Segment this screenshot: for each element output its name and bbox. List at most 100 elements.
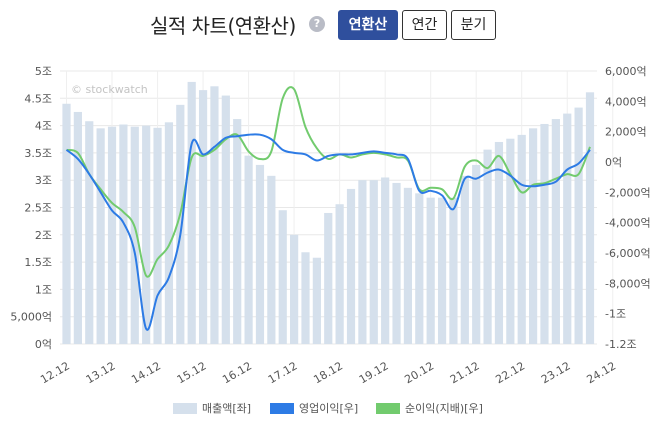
revenue-bar [233, 119, 242, 344]
x-axis-tick-label: 15.12 [175, 359, 209, 386]
right-axis-tick-label: 0억 [605, 156, 622, 169]
revenue-bar [278, 210, 287, 344]
revenue-bar [540, 123, 549, 344]
right-axis-tick-label: 4,000억 [605, 95, 647, 108]
right-axis-tick-label: -1.2조 [605, 338, 637, 351]
operating-income-line [65, 133, 591, 331]
revenue-bar [358, 180, 367, 344]
revenue-bar [255, 164, 265, 344]
right-axis-tick-label: -1조 [605, 308, 626, 321]
chart-title: 실적 차트(연환산) [150, 14, 296, 38]
revenue-bar [551, 119, 560, 344]
left-axis-tick-label: 1.5조 [24, 256, 52, 269]
legend-item-net-income[interactable]: 순이익(지배)[우] [376, 400, 483, 416]
revenue-bar [506, 138, 515, 344]
revenue-bar [142, 125, 151, 344]
revenue-bar [119, 124, 128, 345]
revenue-bar [164, 122, 174, 344]
watermark: © stockwatch [71, 83, 148, 96]
revenue-bar [324, 212, 333, 344]
revenue-bar [460, 175, 469, 344]
right-axis-tick-label: -6,000억 [605, 247, 651, 260]
annualized-button[interactable]: 연환산 [338, 10, 398, 40]
x-axis-tick-label: 18.12 [311, 359, 345, 386]
legend-swatch-operating-income [270, 402, 294, 414]
revenue-bar [563, 113, 572, 344]
revenue-bar [472, 164, 481, 344]
left-axis-tick-label: 3조 [35, 174, 52, 187]
x-axis-tick-label: 23.12 [539, 359, 573, 386]
revenue-bar [73, 111, 82, 344]
revenue-bar [96, 128, 105, 344]
revenue-bar [585, 92, 595, 344]
revenue-bar [381, 177, 390, 344]
right-axis-tick-label: -4,000억 [605, 217, 651, 230]
chart-area: © stockwatch 0억 5,000억 1조 1.5조 2조 2.5조 3조 3.5조 4조… [10, 65, 651, 386]
revenue-bar [130, 126, 139, 344]
revenue-bar [153, 127, 162, 344]
revenue-bar [574, 107, 583, 344]
x-axis-tick-label: 14.12 [129, 359, 163, 386]
help-icon[interactable]: ? [309, 16, 325, 32]
revenue-bar [415, 193, 424, 344]
x-axis-tick-label: 20.12 [402, 359, 436, 386]
x-axis-tick-label: 13.12 [84, 359, 118, 386]
revenue-bar [290, 234, 299, 344]
left-axis-tick-label: 1조 [35, 283, 52, 296]
revenue-bar [494, 141, 504, 344]
legend-swatch-revenue [173, 402, 197, 414]
chart-header: 실적 차트(연환산) ? 연환산 연간 분기 [0, 0, 665, 48]
revenue-bar [107, 126, 117, 344]
right-axis-tick-label: 6,000억 [605, 65, 647, 78]
revenue-bar [437, 197, 447, 344]
legend-item-operating-income[interactable]: 영업이익[우] [270, 400, 358, 416]
x-axis-tick-label: 24.12 [584, 359, 618, 386]
legend-label-operating-income: 영업이익[우] [299, 402, 359, 415]
revenue-bar [176, 104, 185, 344]
x-axis-tick-label: 21.12 [448, 359, 482, 386]
net-income-line [66, 86, 591, 278]
x-axis-tick-label: 22.12 [493, 359, 527, 386]
annual-button[interactable]: 연간 [402, 10, 447, 40]
left-axis-tick-label: 5,000억 [10, 311, 52, 324]
x-axis-tick-label: 12.12 [38, 359, 72, 386]
revenue-bar [312, 257, 321, 344]
legend-swatch-net-income [376, 402, 400, 414]
revenue-bar [392, 182, 401, 344]
right-axis-tick-label: 2,000억 [605, 126, 647, 139]
revenue-bar [244, 155, 253, 344]
legend-item-revenue[interactable]: 매출액[좌] [173, 400, 251, 416]
chart-legend: 매출액[좌] 영업이익[우] 순이익(지배)[우] [0, 400, 665, 416]
right-axis-tick-label: -8,000억 [605, 277, 651, 290]
revenue-bar [187, 81, 196, 345]
left-axis-tick-label: 5조 [35, 65, 52, 78]
revenue-bar [426, 197, 435, 344]
left-axis-tick-label: 4.5조 [24, 92, 52, 105]
revenue-bar [335, 204, 344, 344]
revenue-bar [449, 197, 458, 344]
revenue-bar [210, 86, 219, 344]
quarterly-button[interactable]: 분기 [451, 10, 496, 40]
revenue-bar [529, 128, 538, 344]
legend-label-net-income: 순이익(지배)[우] [405, 402, 483, 415]
right-axis-tick-label: -2,000억 [605, 186, 651, 199]
x-axis-tick-label: 19.12 [357, 359, 391, 386]
revenue-bar [301, 252, 310, 344]
revenue-bar [85, 121, 94, 345]
revenue-bar [62, 103, 71, 344]
left-axis-tick-label: 4조 [35, 120, 52, 133]
revenue-bar [221, 95, 230, 344]
x-axis-tick-label: 17.12 [266, 359, 300, 386]
revenue-bar [369, 180, 378, 344]
revenue-bar [483, 149, 492, 344]
revenue-bar [346, 188, 356, 344]
revenue-bar [267, 175, 276, 344]
revenue-bar [403, 187, 413, 344]
left-axis-tick-label: 2.5조 [24, 202, 52, 215]
revenue-bar [517, 134, 526, 344]
left-axis-tick-label: 2조 [35, 229, 52, 242]
x-axis-tick-label: 16.12 [220, 359, 254, 386]
revenue-bar [198, 90, 208, 344]
left-axis-tick-label: 3.5조 [24, 147, 52, 160]
left-axis-tick-label: 0억 [35, 338, 52, 351]
